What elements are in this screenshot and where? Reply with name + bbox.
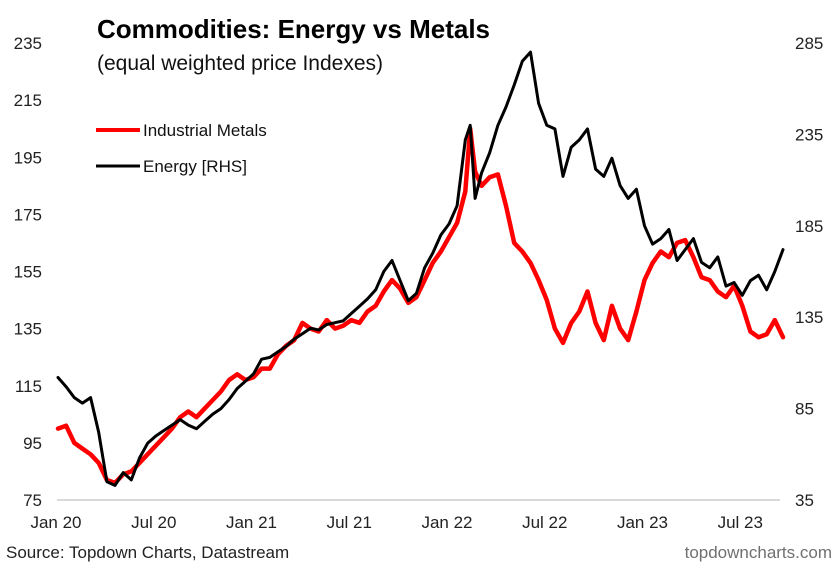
- legend-label-energy: Energy [RHS]: [143, 157, 247, 176]
- x-tick-label: Jan 23: [617, 513, 668, 532]
- source-note: Source: Topdown Charts, Datastream: [6, 543, 289, 562]
- y-right-tick-label: 235: [795, 125, 823, 144]
- y-right-tick-label: 285: [795, 34, 823, 53]
- y-left-tick-label: 135: [14, 320, 42, 339]
- y-left-tick-label: 75: [23, 491, 42, 510]
- x-tick-label: Jul 22: [522, 513, 567, 532]
- x-tick-label: Jul 23: [718, 513, 763, 532]
- x-tick-label: Jan 21: [226, 513, 277, 532]
- chart-title: Commodities: Energy vs Metals: [97, 14, 490, 44]
- series-line-energy-rhs: [56, 50, 785, 487]
- y-right-tick-label: 85: [795, 400, 814, 419]
- x-tick-label: Jan 22: [421, 513, 472, 532]
- chart-subtitle: (equal weighted price Indexes): [97, 52, 383, 75]
- y-left-tick-label: 95: [23, 434, 42, 453]
- y-right-tick-label: 185: [795, 217, 823, 236]
- x-tick-label: Jul 21: [327, 513, 372, 532]
- legend-entry-industrial-metals: Industrial Metals: [96, 121, 267, 140]
- y-axis-left: 75 95 115 135 155 175 195 215 235: [14, 34, 42, 510]
- y-left-tick-label: 175: [14, 205, 42, 224]
- x-tick-label: Jul 20: [131, 513, 176, 532]
- y-left-tick-label: 155: [14, 263, 42, 282]
- series-line-industrial-metals: [55, 126, 786, 486]
- y-left-tick-label: 115: [15, 377, 42, 396]
- legend-label-industrial-metals: Industrial Metals: [143, 121, 267, 140]
- brand-link[interactable]: topdowncharts.com: [685, 543, 832, 562]
- y-right-tick-label: 35: [795, 491, 814, 510]
- plot-area: [55, 50, 786, 487]
- legend-entry-energy: Energy [RHS]: [96, 157, 247, 176]
- x-axis: Jan 20 Jul 20 Jan 21 Jul 21 Jan 22 Jul 22 Jan …: [30, 513, 762, 532]
- y-right-tick-label: 135: [795, 308, 823, 327]
- legend: Industrial Metals Energy [RHS]: [96, 121, 267, 176]
- y-axis-right: 35 85 135 185 235 285: [795, 34, 823, 510]
- x-tick-label: Jan 20: [30, 513, 81, 532]
- y-left-tick-label: 235: [14, 34, 42, 53]
- y-left-tick-label: 215: [14, 91, 42, 110]
- y-left-tick-label: 195: [14, 148, 42, 167]
